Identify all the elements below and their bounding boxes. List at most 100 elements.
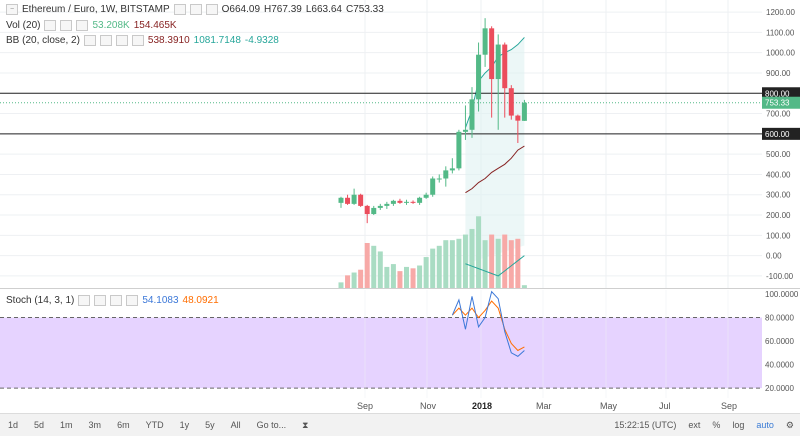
auto-toggle[interactable]: auto	[756, 420, 774, 430]
price-badge-bg	[762, 96, 800, 109]
bb-legend: BB (20, close, 2) 538.3910 1081.7148 -4.…	[6, 35, 279, 46]
time-tick-label: Sep	[357, 401, 374, 411]
timeframe-button[interactable]: Go to...	[256, 420, 287, 430]
close-icon[interactable]	[110, 295, 123, 306]
candle-body	[515, 115, 521, 121]
stoch-tick-label: 80.0000	[765, 314, 794, 323]
candle-body	[521, 102, 527, 121]
volume-bar	[462, 234, 468, 288]
stoch-band	[0, 317, 762, 389]
candle-body	[423, 194, 429, 198]
candle-body	[456, 131, 462, 169]
timeframe-button[interactable]: 3m	[88, 420, 102, 430]
candle-body	[404, 201, 409, 203]
settings-icon[interactable]: ⚙	[785, 419, 794, 430]
timeframe-button[interactable]: 5d	[34, 420, 45, 430]
stoch-value-2: 48.0921	[182, 295, 219, 306]
close-icon[interactable]	[76, 20, 89, 31]
candle-body	[502, 44, 508, 89]
bb-label[interactable]: BB (20, close, 2)	[6, 35, 80, 46]
more-icon[interactable]	[126, 295, 139, 306]
stoch-tick-label: 20.0000	[765, 384, 794, 393]
vol-value-1: 53.208K	[92, 20, 130, 31]
price-badge-bg	[762, 87, 800, 100]
stoch-label[interactable]: Stoch (14, 3, 1)	[6, 295, 75, 306]
clock[interactable]: 15:22:15 (UTC)	[614, 420, 677, 430]
timeframe-button[interactable]: 1m	[60, 420, 73, 430]
percent-toggle[interactable]: %	[712, 420, 721, 430]
candle-body	[358, 194, 364, 206]
candle-body	[345, 197, 351, 204]
price-tick-label: 200.00	[766, 211, 791, 220]
vol-label[interactable]: Vol (20)	[6, 20, 41, 31]
price-tick-label: 1000.00	[766, 49, 795, 58]
stoch-tick-label: 100.0000	[765, 290, 799, 299]
settings-icon[interactable]	[78, 295, 91, 306]
settings-icon[interactable]	[44, 20, 57, 31]
more-icon[interactable]	[131, 35, 144, 46]
time-tick-label: Mar	[536, 401, 552, 411]
volume-bar	[495, 238, 501, 288]
volume-bar	[482, 240, 488, 288]
settings-icon[interactable]	[83, 35, 96, 46]
price-tick-label: 0.00	[766, 252, 782, 261]
time-tick-label: May	[600, 401, 618, 411]
close-icon[interactable]	[115, 35, 128, 46]
volume-bar	[423, 257, 429, 288]
timeframe-button[interactable]: 1y	[179, 420, 190, 430]
volume-bar	[430, 248, 436, 288]
timeframe-button[interactable]: All	[230, 420, 241, 430]
candle-body	[384, 203, 390, 206]
timeframe-button[interactable]: 6m	[117, 420, 130, 430]
price-tick-label: 400.00	[766, 170, 791, 179]
vol-legend: Vol (20) 53.208K 154.465K	[6, 20, 177, 31]
symbol-header: − Ethereum / Euro, 1W, BITSTAMP O664.09 …	[6, 4, 384, 15]
symbol-title[interactable]: Ethereum / Euro, 1W, BITSTAMP	[22, 4, 170, 15]
visibility-icon[interactable]	[99, 35, 112, 46]
price-badge: 600.00	[765, 130, 790, 139]
candle-body	[508, 88, 514, 116]
candle-body	[410, 201, 416, 203]
candle-body	[390, 200, 396, 204]
collapse-icon[interactable]: −	[6, 4, 18, 15]
candle-body	[462, 129, 468, 132]
volume-bar	[384, 266, 390, 288]
volume-bar	[476, 216, 482, 288]
bb-value-3: -4.9328	[244, 35, 279, 46]
candle-body	[338, 197, 344, 203]
candle-body	[469, 99, 475, 130]
stoch-axis[interactable]: 100.0000 80.0000 60.0000 40.0000 20.0000	[762, 290, 800, 398]
timeframe-button[interactable]: 1d	[8, 420, 19, 430]
close-icon[interactable]	[205, 4, 218, 15]
volume-bar	[364, 243, 370, 288]
bb-value-2: 1081.7148	[193, 35, 241, 46]
timeframe-button[interactable]: 5y	[205, 420, 215, 430]
stoch-chart[interactable]	[0, 290, 762, 398]
bollinger-basis-line	[465, 145, 525, 194]
time-tick-label: Jul	[659, 401, 671, 411]
visibility-icon[interactable]	[94, 295, 107, 306]
price-axis[interactable]: 1200.00 1100.00 1000.00 900.00 800.00 700.00 6…	[762, 0, 800, 288]
volume-bar	[469, 228, 475, 288]
candle-body	[417, 197, 423, 203]
price-chart[interactable]	[0, 0, 762, 288]
volume-bar	[508, 240, 514, 288]
volume-bar	[436, 245, 442, 288]
visibility-icon[interactable]	[189, 4, 202, 15]
settings-icon[interactable]	[173, 4, 186, 15]
volume-bar	[371, 245, 377, 288]
bb-value-1: 538.3910	[147, 35, 190, 46]
candle-body	[482, 28, 488, 55]
price-badge: 800.00	[765, 89, 790, 98]
ext-toggle[interactable]: ext	[688, 420, 701, 430]
visibility-icon[interactable]	[60, 20, 73, 31]
timeframe-button[interactable]: YTD	[145, 420, 164, 430]
volume-bar	[410, 268, 416, 288]
time-tick-label: 2018	[472, 401, 493, 411]
stoch-tick-label: 40.0000	[765, 361, 794, 370]
calendar-icon[interactable]: ⧗	[302, 419, 309, 430]
volume-bar	[489, 234, 495, 288]
volume-bar	[338, 282, 344, 288]
log-toggle[interactable]: log	[732, 420, 745, 430]
pane-divider[interactable]	[0, 288, 800, 289]
